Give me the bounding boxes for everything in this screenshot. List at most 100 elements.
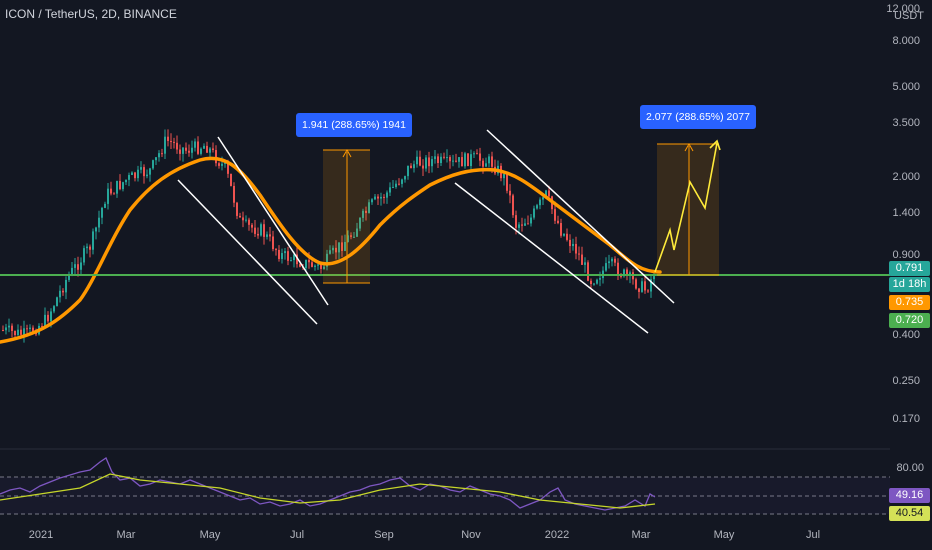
- candle-body: [617, 262, 619, 276]
- candle-body: [473, 153, 475, 155]
- time-axis: 2021 Mar May Jul Sep Nov 2022 Mar May Jul: [29, 529, 820, 541]
- candle-body: [578, 253, 580, 255]
- candle-body: [101, 207, 103, 218]
- price-tick-label: 12.000: [886, 3, 920, 15]
- candle-body: [65, 279, 67, 293]
- time-tick-label: Nov: [461, 529, 481, 541]
- candle-body: [137, 169, 139, 179]
- candle-body: [638, 288, 640, 292]
- candle-body: [20, 329, 22, 335]
- candle-body: [239, 215, 241, 218]
- candle-body: [191, 147, 193, 153]
- candle-body: [404, 176, 406, 180]
- candle-body: [86, 246, 88, 249]
- candle-body: [269, 234, 271, 237]
- projection-badge-1[interactable]: 1.941 (288.65%) 1941: [296, 113, 412, 137]
- candle-body: [83, 248, 85, 263]
- candle-body: [428, 157, 430, 167]
- time-tick-label: May: [200, 529, 221, 541]
- candle-body: [587, 262, 589, 281]
- candle-body: [440, 156, 442, 164]
- candle-body: [524, 223, 526, 226]
- candle-body: [371, 199, 373, 203]
- price-tick-label: 0.250: [892, 375, 920, 387]
- candle-body: [5, 327, 7, 331]
- moving-average-line: [0, 156, 662, 344]
- candle-body: [293, 254, 295, 261]
- candle-body: [110, 188, 112, 194]
- time-tick-label: Sep: [374, 529, 394, 541]
- candle-body: [305, 259, 307, 269]
- price-tick-label: 2.000: [892, 171, 920, 183]
- candle-body: [143, 167, 145, 177]
- candle-body: [527, 223, 529, 225]
- candle-body: [380, 196, 382, 199]
- candle-body: [179, 149, 181, 154]
- candle-body: [488, 156, 490, 164]
- candle-body: [158, 153, 160, 158]
- candle-body: [506, 174, 508, 191]
- candle-body: [164, 136, 166, 154]
- candle-body: [332, 247, 334, 251]
- candle-body: [458, 157, 460, 162]
- projection-badge-2[interactable]: 2.077 (288.65%) 2077: [640, 105, 756, 129]
- candle-body: [335, 247, 337, 253]
- candle-body: [224, 162, 226, 164]
- candle-body: [491, 156, 493, 167]
- candle-body: [341, 242, 343, 251]
- candle-body: [452, 160, 454, 162]
- candle-body: [167, 136, 169, 141]
- time-tick-label: 2022: [545, 529, 569, 541]
- candle-body: [455, 160, 457, 162]
- candle-body: [509, 190, 511, 196]
- candle-body: [401, 179, 403, 184]
- projected-path: [654, 139, 721, 273]
- candle-body: [572, 243, 574, 247]
- candle-body: [650, 279, 652, 292]
- candle-body: [89, 246, 91, 250]
- candle-body: [320, 264, 322, 269]
- candle-body: [272, 236, 274, 250]
- candle-body: [185, 147, 187, 151]
- candle-body: [599, 278, 601, 280]
- time-tick-label: Jul: [806, 529, 820, 541]
- candle-body: [80, 262, 82, 270]
- candle-body: [470, 154, 472, 167]
- candle-body: [314, 265, 316, 267]
- candle-body: [128, 175, 130, 180]
- candle-body: [590, 280, 592, 285]
- rsi-upper-band-label: 80.00: [896, 462, 924, 474]
- time-tick-label: Mar: [632, 529, 651, 541]
- candle-body: [98, 217, 100, 228]
- time-tick-label: Mar: [117, 529, 136, 541]
- candle-body: [221, 163, 223, 166]
- candle-body: [11, 325, 13, 331]
- candle-body: [284, 251, 286, 254]
- candle-body: [620, 275, 622, 277]
- candle-body: [344, 241, 346, 251]
- candle-body: [308, 259, 310, 263]
- candle-body: [554, 209, 556, 221]
- candle-body: [530, 217, 532, 224]
- candle-body: [248, 219, 250, 225]
- candle-body: [416, 156, 418, 165]
- candle-body: [437, 156, 439, 164]
- candle-body: [236, 202, 238, 216]
- candle-body: [266, 234, 268, 237]
- candle-body: [362, 210, 364, 218]
- candle-body: [596, 279, 598, 284]
- candle-body: [623, 269, 625, 277]
- price-axis: 12.000 8.000 5.000 3.500 2.000 1.400 0.900 0.40…: [886, 3, 920, 425]
- candle-body: [2, 330, 4, 331]
- candle-body: [644, 281, 646, 291]
- candle-body: [197, 141, 199, 154]
- candle-body: [17, 329, 19, 336]
- candle-body: [539, 199, 541, 206]
- candle-body: [350, 235, 352, 237]
- candle-body: [518, 224, 520, 228]
- candle-body: [14, 330, 16, 336]
- candle-body: [608, 261, 610, 264]
- candle-body: [32, 327, 34, 333]
- candle-body: [635, 279, 637, 289]
